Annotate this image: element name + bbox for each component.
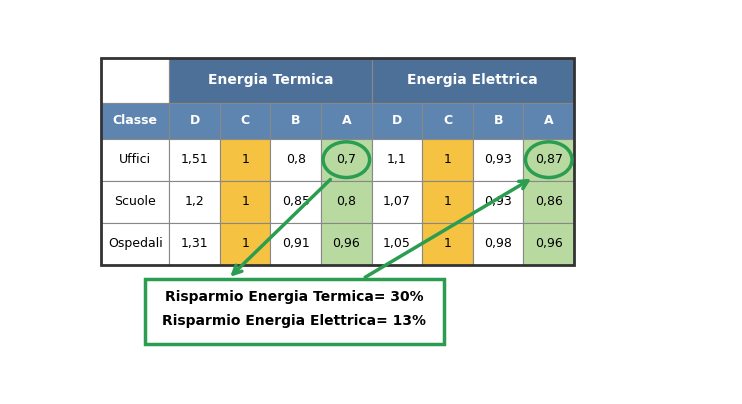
Bar — [220, 223, 270, 265]
Bar — [169, 139, 220, 181]
Bar — [321, 181, 372, 223]
Text: 1,31: 1,31 — [181, 237, 209, 250]
Text: C: C — [443, 114, 452, 127]
Text: 0,7: 0,7 — [336, 153, 356, 166]
Text: 0,85: 0,85 — [282, 195, 309, 208]
Bar — [372, 181, 422, 223]
Bar — [270, 139, 321, 181]
Text: Ospedali: Ospedali — [108, 237, 162, 250]
Bar — [270, 103, 321, 139]
Bar — [102, 139, 169, 181]
Bar — [372, 139, 422, 181]
Bar — [102, 58, 169, 103]
Bar — [220, 181, 270, 223]
Text: B: B — [291, 114, 301, 127]
Text: 1: 1 — [444, 153, 451, 166]
Text: Classe: Classe — [113, 114, 158, 127]
Bar — [473, 181, 523, 223]
Text: 1,07: 1,07 — [383, 195, 411, 208]
Text: D: D — [189, 114, 200, 127]
Text: 1,1: 1,1 — [387, 153, 407, 166]
Bar — [145, 279, 444, 344]
Text: D: D — [392, 114, 402, 127]
Text: 1: 1 — [241, 195, 249, 208]
Bar — [169, 223, 220, 265]
Bar — [422, 139, 473, 181]
Bar — [372, 103, 422, 139]
Bar — [321, 139, 372, 181]
Text: 0,93: 0,93 — [485, 195, 512, 208]
Text: 1: 1 — [241, 153, 249, 166]
Text: Scuole: Scuole — [114, 195, 156, 208]
Text: 0,96: 0,96 — [535, 237, 562, 250]
Bar — [169, 58, 372, 103]
Bar — [523, 103, 574, 139]
Text: 0,93: 0,93 — [485, 153, 512, 166]
Text: 1: 1 — [241, 237, 249, 250]
Bar — [372, 223, 422, 265]
Text: 0,96: 0,96 — [332, 237, 360, 250]
Bar — [102, 103, 169, 139]
Bar — [422, 223, 473, 265]
Bar — [422, 103, 473, 139]
Text: 1: 1 — [444, 237, 451, 250]
Bar — [473, 223, 523, 265]
Bar — [169, 103, 220, 139]
Bar — [473, 139, 523, 181]
Text: Uffici: Uffici — [119, 153, 151, 166]
Text: C: C — [240, 114, 250, 127]
Text: B: B — [493, 114, 503, 127]
Text: Energia Elettrica: Energia Elettrica — [407, 74, 538, 87]
Bar — [372, 58, 574, 103]
Bar — [321, 103, 372, 139]
Bar — [473, 103, 523, 139]
Bar — [422, 181, 473, 223]
Bar — [102, 181, 169, 223]
Bar — [220, 139, 270, 181]
Bar — [523, 181, 574, 223]
Text: 1,05: 1,05 — [383, 237, 411, 250]
Bar — [270, 223, 321, 265]
Text: Risparmio Energia Elettrica= 13%: Risparmio Energia Elettrica= 13% — [162, 314, 426, 328]
Text: 1,2: 1,2 — [185, 195, 204, 208]
Bar — [220, 103, 270, 139]
Text: 0,87: 0,87 — [535, 153, 562, 166]
Text: Risparmio Energia Termica= 30%: Risparmio Energia Termica= 30% — [165, 290, 424, 304]
Text: A: A — [341, 114, 351, 127]
Bar — [321, 223, 372, 265]
Bar — [102, 58, 574, 265]
Text: 0,86: 0,86 — [535, 195, 562, 208]
Bar — [523, 139, 574, 181]
Text: 1,51: 1,51 — [180, 153, 209, 166]
Text: Energia Termica: Energia Termica — [208, 74, 333, 87]
Text: 0,8: 0,8 — [336, 195, 356, 208]
Bar — [523, 223, 574, 265]
Text: 0,91: 0,91 — [282, 237, 309, 250]
Bar — [102, 223, 169, 265]
Text: 1: 1 — [444, 195, 451, 208]
Bar — [270, 181, 321, 223]
Text: 0,8: 0,8 — [286, 153, 306, 166]
Bar — [169, 181, 220, 223]
Text: 0,98: 0,98 — [485, 237, 512, 250]
Text: A: A — [544, 114, 554, 127]
